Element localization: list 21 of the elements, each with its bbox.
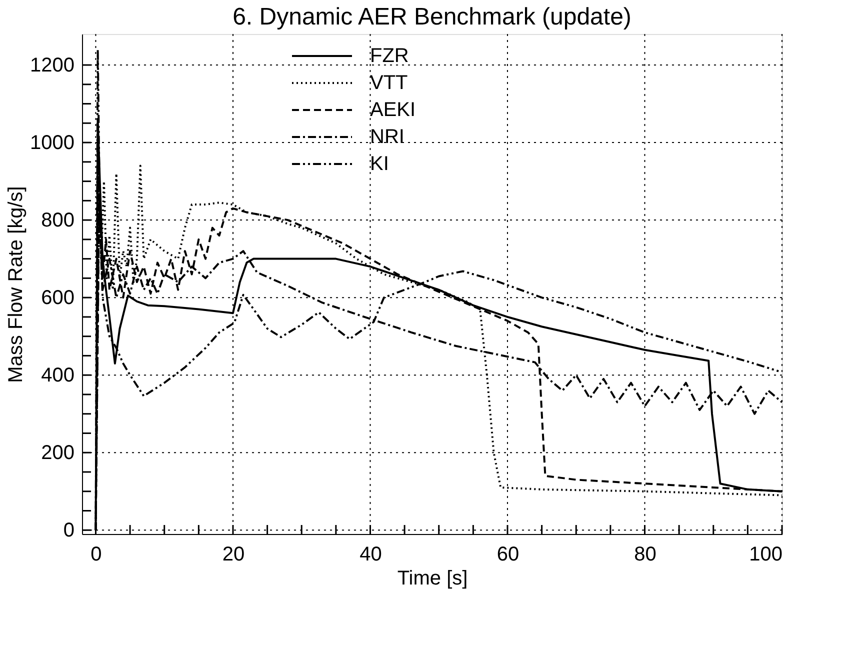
legend-label: VTT: [370, 72, 408, 94]
y-tick-label: 600: [41, 287, 74, 310]
y-axis-title: Mass Flow Rate [kg/s]: [5, 186, 28, 383]
chart-title: 6. Dynamic AER Benchmark (update): [232, 4, 632, 30]
y-tick-label: 1200: [30, 54, 74, 77]
y-tick-label: 800: [41, 210, 74, 232]
x-tick-label: 20: [222, 544, 245, 566]
x-tick-label: 40: [360, 544, 382, 566]
legend-label: AEKI: [370, 99, 416, 121]
y-tick-label: 400: [41, 364, 74, 387]
y-tick-label: 200: [41, 442, 74, 464]
x-tick-label: 60: [496, 544, 520, 566]
y-tick-label: 1000: [30, 132, 74, 154]
x-tick-label: 0: [90, 544, 102, 566]
y-tick-label: 0: [63, 520, 74, 542]
legend-label: NRI: [370, 126, 404, 148]
legend-label: KI: [370, 153, 389, 175]
x-tick-label: 80: [634, 544, 656, 566]
x-tick-label: 100: [749, 544, 782, 566]
x-axis-title: Time [s]: [397, 568, 468, 590]
legend-label: FZR: [370, 45, 409, 67]
